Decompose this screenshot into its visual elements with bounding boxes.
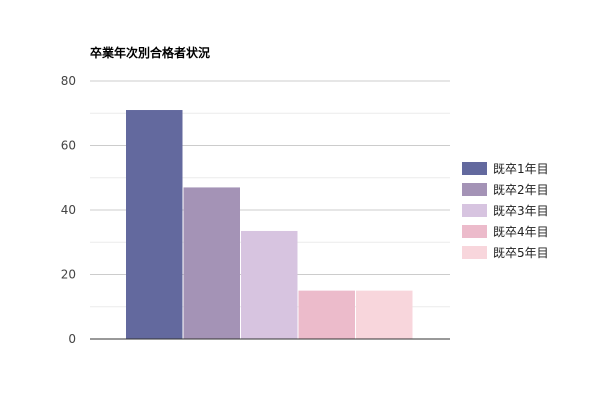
bar-3[interactable] xyxy=(241,230,298,339)
legend-label: 既卒3年目 xyxy=(493,204,549,218)
legend-item[interactable]: 既卒2年目 xyxy=(462,179,549,200)
legend-label: 既卒2年目 xyxy=(493,183,549,197)
y-tick-label: 60 xyxy=(61,139,76,153)
legend-item[interactable]: 既卒4年目 xyxy=(462,221,549,242)
legend-label: 既卒1年目 xyxy=(493,162,549,176)
legend-swatch xyxy=(462,225,487,238)
legend-label: 既卒4年目 xyxy=(493,225,549,239)
legend-swatch xyxy=(462,183,487,196)
bar-5[interactable] xyxy=(356,290,413,339)
y-tick-label: 40 xyxy=(61,203,76,217)
legend-label: 既卒5年目 xyxy=(493,246,549,260)
bars xyxy=(126,110,413,340)
bar-1[interactable] xyxy=(126,110,183,340)
y-tick-label: 80 xyxy=(61,74,76,88)
legend-swatch xyxy=(462,246,487,259)
legend: 既卒1年目既卒2年目既卒3年目既卒4年目既卒5年目 xyxy=(462,158,549,263)
bar-4[interactable] xyxy=(298,290,356,339)
legend-item[interactable]: 既卒1年目 xyxy=(462,158,549,179)
legend-item[interactable]: 既卒5年目 xyxy=(462,242,549,263)
legend-swatch xyxy=(462,162,487,175)
y-tick-label: 20 xyxy=(61,268,76,282)
y-tick-label: 0 xyxy=(68,332,76,346)
y-axis: 0 20 40 60 80 xyxy=(61,74,450,346)
chart-title: 卒業年次別合格者状況 xyxy=(90,46,211,60)
legend-item[interactable]: 既卒3年目 xyxy=(462,200,549,221)
bar-2[interactable] xyxy=(183,187,241,339)
legend-swatch xyxy=(462,204,487,217)
